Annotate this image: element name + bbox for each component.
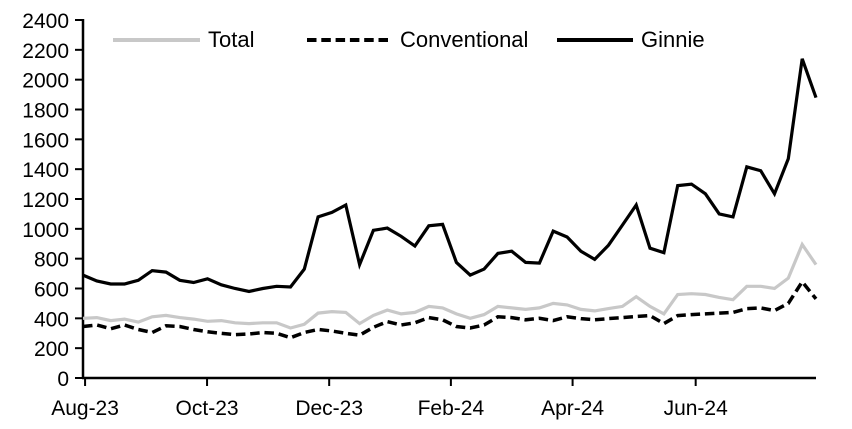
y-tick-label: 200 xyxy=(34,338,69,361)
y-tick-label: 1800 xyxy=(22,100,69,123)
y-tick-label: 2000 xyxy=(22,70,69,93)
x-tick-label: Oct-23 xyxy=(176,397,239,420)
x-tick-label: Feb-24 xyxy=(418,397,485,420)
legend-line-ginnie-icon xyxy=(557,38,633,42)
series-line-total xyxy=(82,241,818,330)
legend-item-ginnie: Ginnie xyxy=(557,27,705,53)
y-tick-label: 1200 xyxy=(22,189,69,212)
x-tick-label: Apr-24 xyxy=(541,397,604,420)
x-tick-label: Aug-23 xyxy=(51,397,119,420)
legend-item-total: Total xyxy=(113,27,254,53)
series-line-ginnie xyxy=(82,58,818,294)
y-tick-label: 1400 xyxy=(22,159,69,182)
x-tick-label: Jun-24 xyxy=(664,397,729,420)
legend-label-total: Total xyxy=(208,27,255,52)
legend-label-conventional: Conventional xyxy=(400,27,529,52)
y-tick-label: 1600 xyxy=(22,129,69,152)
y-tick-label: 800 xyxy=(34,249,69,272)
y-tick-label: 400 xyxy=(34,308,69,331)
y-tick-label: 1000 xyxy=(22,219,69,242)
y-tick-label: 600 xyxy=(34,279,69,302)
legend-label-ginnie: Ginnie xyxy=(641,27,705,52)
series-line-conventional xyxy=(82,278,818,340)
legend-item-conventional: Conventional xyxy=(307,27,528,53)
y-tick-label: 0 xyxy=(57,368,69,391)
y-tick-label: 2200 xyxy=(22,40,69,63)
x-tick-label: Dec-23 xyxy=(295,397,363,420)
y-tick-label: 2400 xyxy=(22,10,69,33)
legend-line-conventional-icon xyxy=(307,38,392,42)
legend-line-total-icon xyxy=(113,38,200,42)
